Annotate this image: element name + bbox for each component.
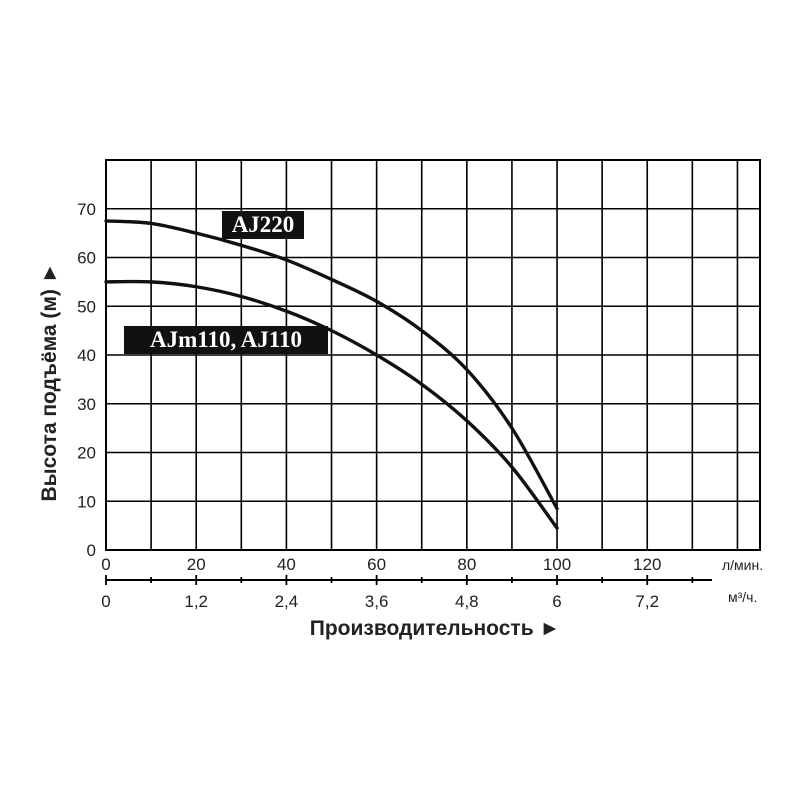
x-tick-label-secondary: 7,2 bbox=[635, 592, 659, 611]
y-tick-label: 60 bbox=[77, 249, 96, 268]
x-tick-label-primary: 0 bbox=[101, 555, 110, 574]
x-tick-label-primary: 120 bbox=[633, 555, 661, 574]
x-tick-label-secondary: 2,4 bbox=[275, 592, 299, 611]
tick-labels: 0 10 20 30 40 50 60 70 0 20 40 60 80 100 120 0 1,2 2,4 3,6… bbox=[77, 200, 661, 611]
x-tick-label-secondary: 3,6 bbox=[365, 592, 389, 611]
x-tick-label-primary: 40 bbox=[277, 555, 296, 574]
x-tick-label-primary: 80 bbox=[457, 555, 476, 574]
series-label-box bbox=[124, 326, 328, 354]
x-tick-label-secondary: 4,8 bbox=[455, 592, 479, 611]
x-tick-label-secondary: 6 bbox=[552, 592, 561, 611]
y-tick-label: 20 bbox=[77, 444, 96, 463]
secondary-x-axis bbox=[105, 575, 712, 585]
y-tick-label: 0 bbox=[87, 541, 96, 560]
y-tick-label: 30 bbox=[77, 395, 96, 414]
x-tick-label-primary: 100 bbox=[543, 555, 571, 574]
series-line-ajm110-aj110 bbox=[104, 279, 559, 530]
x-axis-label: Производительность ► bbox=[310, 617, 560, 640]
x-tick-label-primary: 60 bbox=[367, 555, 386, 574]
y-tick-label: 70 bbox=[77, 200, 96, 219]
series-labels: AJ220 AJm110, AJ110 bbox=[124, 211, 328, 354]
grid bbox=[105, 159, 761, 551]
x-unit-primary: л/мин. bbox=[722, 557, 763, 573]
x-tick-label-secondary: 0 bbox=[101, 592, 110, 611]
x-tick-label-secondary: 1,2 bbox=[184, 592, 208, 611]
x-tick-label-primary: 20 bbox=[187, 555, 206, 574]
curves bbox=[104, 219, 559, 530]
series-label-ajm110-aj110: AJm110, AJ110 bbox=[150, 327, 302, 352]
x-unit-secondary: м³/ч. bbox=[728, 589, 757, 605]
y-tick-label: 10 bbox=[77, 492, 96, 511]
y-tick-label: 40 bbox=[77, 346, 96, 365]
y-tick-label: 50 bbox=[77, 297, 96, 316]
series-label-aj220: AJ220 bbox=[232, 212, 295, 237]
series-label-box bbox=[222, 211, 304, 239]
y-axis-label: Высота подъёма (м) ► bbox=[38, 262, 61, 501]
series-line-aj220 bbox=[104, 219, 559, 511]
